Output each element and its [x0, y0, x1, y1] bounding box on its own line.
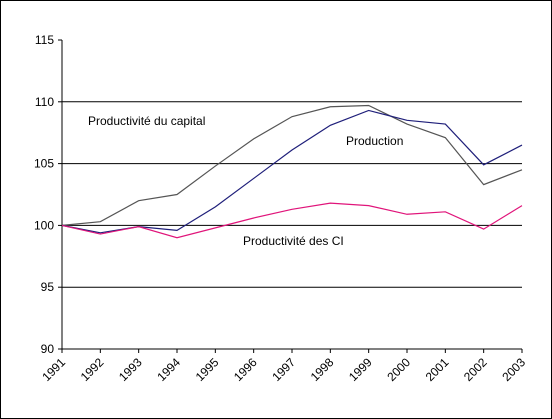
y-tick-label: 95: [41, 280, 55, 294]
series-line: [61, 202, 523, 239]
y-tick-label: 110: [35, 95, 54, 109]
series-label: Productivité du capital: [88, 114, 205, 128]
y-tick-label: 100: [34, 218, 54, 232]
series-line: [61, 104, 523, 226]
y-tick-label: 105: [34, 157, 54, 171]
y-tick-label: 115: [35, 33, 54, 47]
series-label: Productivité des CI: [243, 234, 344, 248]
series-label: Production: [346, 134, 403, 148]
y-tick-label: 90: [41, 342, 55, 356]
